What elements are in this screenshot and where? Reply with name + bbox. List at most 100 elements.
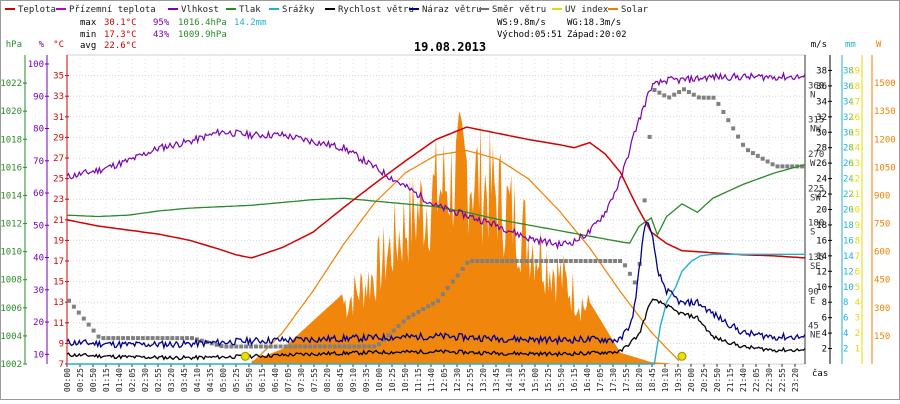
series-wind-direction-mark	[258, 344, 263, 349]
tick-label: 10	[843, 283, 854, 293]
tick-label: 12	[843, 267, 854, 277]
series-wind-direction-mark	[608, 259, 613, 263]
series-wind-direction-mark	[672, 92, 677, 97]
series-wind-direction-mark	[519, 259, 524, 263]
tick-label: 1010	[0, 248, 22, 258]
series-wind-direction-mark	[603, 259, 608, 263]
x-tick-label: 10:50	[401, 368, 410, 392]
series-wind-direction-mark	[436, 298, 440, 303]
tick-label: 26	[816, 159, 827, 169]
axis-unit: m/s	[811, 40, 827, 50]
tick-label: 13	[849, 159, 860, 169]
series-wind-direction-mark	[475, 259, 480, 263]
stat-value: Západ:20:02	[567, 30, 627, 40]
tick-label: 900	[874, 191, 890, 201]
x-tick-label: 12:05	[440, 368, 449, 392]
series-wind-direction-mark	[145, 336, 150, 341]
series-wind-direction-mark	[750, 151, 755, 156]
tick-label: 40	[33, 254, 44, 264]
series-wind-direction-mark	[199, 338, 204, 343]
x-tick-label: 02:55	[154, 368, 163, 392]
tick-label: 8	[855, 236, 860, 246]
x-tick-label: 08:45	[336, 368, 345, 392]
stat-value: 95%	[153, 18, 170, 28]
series-wind-direction-mark	[288, 344, 293, 349]
axes: 1002100410061008101010121014101610181020…	[0, 40, 895, 392]
series-wind-direction-mark	[662, 93, 667, 98]
x-tick-label: 03:20	[167, 368, 176, 392]
x-tick-label: 00:00	[63, 368, 72, 392]
series-wind-direction-mark	[790, 164, 795, 169]
tick-label: 4	[855, 298, 860, 308]
series-wind-direction-mark	[780, 164, 785, 169]
series-wind-direction-mark	[401, 319, 406, 324]
x-tick-label: 13:45	[492, 368, 501, 392]
axis-unit: W	[876, 40, 882, 50]
series-wind-direction-mark	[185, 336, 190, 341]
tick-label: 10	[33, 350, 44, 360]
series-wind-direction-mark	[278, 344, 283, 349]
series-wind-direction-mark	[219, 344, 224, 349]
series-wind-direction-mark	[180, 336, 185, 341]
series-wind-direction-mark	[755, 153, 760, 158]
x-tick-label: 08:20	[323, 368, 332, 392]
series-temperature-line	[66, 126, 806, 259]
x-tick-label: 20:00	[687, 368, 696, 392]
series-wind-direction-mark	[406, 315, 411, 320]
tick-label: 150	[874, 332, 890, 342]
series-wind-direction-mark	[465, 260, 470, 265]
x-tick-label: 09:35	[362, 368, 371, 392]
tick-label: 180	[808, 219, 824, 229]
tick-label: SE	[810, 262, 821, 272]
x-tick-label: 05:25	[232, 368, 241, 392]
tick-label: 15	[53, 278, 64, 288]
tick-label: 24	[843, 175, 854, 185]
tick-label: 22	[816, 190, 827, 200]
tick-label: 25	[53, 175, 64, 185]
tick-label: 1016	[0, 163, 22, 173]
tick-label: E	[810, 296, 815, 306]
series-wind-direction-mark	[357, 344, 362, 349]
tick-label: 70	[33, 157, 44, 167]
tick-label: 5	[855, 283, 860, 293]
series-wind-direction-mark	[500, 259, 504, 263]
series-wind-direction-mark	[716, 101, 721, 106]
series-wind-direction-mark	[588, 259, 593, 263]
series-wind-direction-mark	[618, 259, 622, 263]
tick-label: 225	[808, 184, 824, 194]
tick-label: 24	[816, 175, 827, 185]
tick-label: 750	[874, 220, 890, 230]
series-wind-direction-mark	[298, 344, 303, 349]
series-wind-direction-mark	[554, 259, 559, 263]
tick-label: 21	[53, 216, 64, 226]
x-tick-label: 02:05	[128, 368, 137, 392]
x-tick-label: 18:45	[648, 368, 657, 392]
stat-value: 14.2mm	[234, 18, 267, 28]
x-tick-label: 05:50	[245, 368, 254, 392]
series-wind-direction-mark	[332, 344, 337, 349]
tick-label: 20	[33, 318, 44, 328]
series-wind-direction-mark	[583, 259, 588, 263]
series-wind-direction-mark	[131, 336, 135, 341]
tick-label: 32	[843, 113, 854, 123]
series-wind-direction-mark	[470, 259, 475, 263]
tick-label: 38	[843, 66, 854, 76]
series-wind-direction-mark	[111, 336, 116, 341]
tick-label: 1014	[0, 191, 22, 201]
x-tick-label: 11:15	[414, 368, 423, 392]
axis-unit: hPa	[6, 40, 22, 50]
x-tick-label: 07:30	[297, 368, 306, 392]
tick-label: 1500	[874, 79, 896, 89]
series-wind-speed-line	[66, 298, 806, 361]
tick-label: 27	[53, 154, 64, 164]
series-wind-direction-mark	[263, 344, 268, 349]
series-wind-direction-mark	[283, 344, 288, 349]
legend-entry: Tlak	[239, 5, 261, 15]
series-wind-direction-mark	[647, 134, 652, 139]
series-wind-direction-mark	[800, 164, 805, 169]
x-tick-label: 21:15	[726, 368, 735, 392]
tick-label: 32	[816, 113, 827, 123]
stat-value: min	[80, 30, 96, 40]
x-tick-label: 05:00	[219, 368, 228, 392]
